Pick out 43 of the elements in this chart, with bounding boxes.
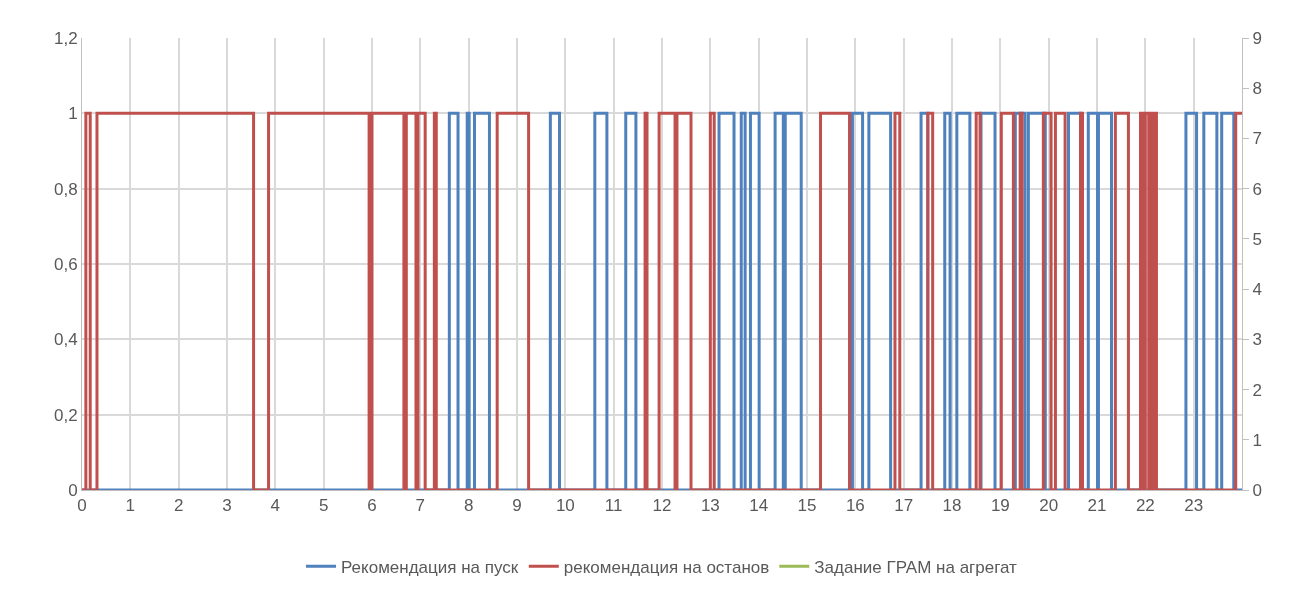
x-tick-label: 18 — [942, 496, 962, 516]
x-tick-label: 21 — [1087, 496, 1107, 516]
x-tick-label: 7 — [415, 496, 426, 516]
x-tick-label: 14 — [749, 496, 769, 516]
x-tick-label: 10 — [555, 496, 575, 516]
y2-tick-label: 1 — [1252, 430, 1262, 450]
x-tick-label: 8 — [463, 496, 474, 516]
legend-label: Рекомендация на пуск — [341, 557, 519, 577]
x-tick-label: 9 — [512, 496, 522, 516]
y-tick-label: 1,2 — [53, 28, 78, 48]
x-tick-label: 4 — [270, 496, 281, 516]
y-tick-label: 0,8 — [53, 179, 78, 199]
x-tick-label: 22 — [1135, 496, 1155, 516]
x-tick-label: 17 — [894, 496, 914, 516]
x-tick-label: 20 — [1039, 496, 1059, 516]
x-tick-label: 6 — [367, 496, 377, 516]
legend-label: Задание ГРАМ на агрегат — [814, 557, 1018, 577]
y-tick-label: 0,2 — [53, 405, 78, 425]
x-tick-label: 5 — [318, 496, 329, 516]
x-tick-label: 15 — [797, 496, 817, 516]
y2-tick-label: 6 — [1252, 179, 1262, 199]
y2-tick-label: 2 — [1252, 380, 1262, 400]
y-tick-label: 0,6 — [53, 254, 78, 274]
x-tick-label: 19 — [990, 496, 1010, 516]
y2-tick-label: 5 — [1252, 229, 1262, 249]
x-tick-label: 3 — [222, 496, 232, 516]
y2-tick-label: 7 — [1252, 129, 1262, 149]
y2-tick-label: 9 — [1252, 28, 1262, 48]
legend-label: рекомендация на останов — [563, 557, 770, 577]
x-tick-label: 23 — [1184, 496, 1204, 516]
x-tick-label: 13 — [700, 496, 720, 516]
y-tick-label: 1 — [68, 104, 78, 124]
x-tick-label: 11 — [604, 496, 623, 516]
y2-tick-label: 0 — [1252, 480, 1262, 500]
y2-tick-label: 4 — [1252, 280, 1262, 300]
x-tick-label: 16 — [845, 496, 865, 516]
y-tick-label: 0,4 — [53, 330, 78, 350]
y2-tick-label: 3 — [1252, 330, 1262, 350]
x-tick-label: 1 — [125, 496, 136, 516]
x-tick-label: 2 — [173, 496, 184, 516]
x-tick-label: 12 — [652, 496, 672, 516]
y-tick-label: 0 — [68, 480, 78, 500]
y2-tick-label: 8 — [1252, 79, 1262, 99]
